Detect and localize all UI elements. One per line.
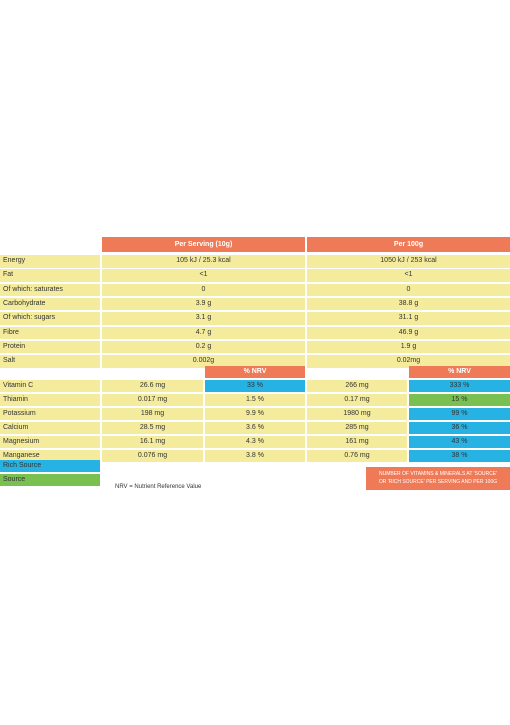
cell: 26.6 mg [102,380,203,392]
cell: 1.9 g [307,340,510,354]
cell: 15 % [409,394,510,406]
cell: 4.3 % [205,436,305,448]
row-label: Of which: saturates [0,283,100,297]
cell: 0.076 mg [102,450,203,462]
cell: 0.017 mg [102,394,203,406]
row-label: Protein [0,340,100,354]
row-label: Potassium [0,408,100,420]
cell: 46.9 g [307,326,510,339]
cell: 333 % [409,380,510,392]
row-label: Salt [0,355,100,368]
cell: <1 [102,269,305,282]
cell: 9.9 % [205,408,305,420]
row-label: Of which: sugars [0,312,100,325]
row-label: Fibre [0,326,100,339]
header-cell: Per Serving (10g) [102,237,305,252]
cell: 0.02mg [307,355,510,368]
cell: 1050 kJ / 253 kcal [307,255,510,268]
callout-line: NUMBER OF VITAMINS & MINERALS AT 'SOURCE… [378,471,498,477]
cell: 0.76 mg [307,450,407,462]
cell: 3.9 g [102,297,305,311]
cell: 3.6 % [205,422,305,434]
cell: 0.002g [102,355,305,368]
cell: 38.8 g [307,297,510,311]
cell: 198 mg [102,408,203,420]
row-label: Fat [0,269,100,282]
cell: 43 % [409,436,510,448]
cell: 1980 mg [307,408,407,420]
cell: 38 % [409,450,510,462]
callout-line: OR 'RICH SOURCE' PER SERVING AND PER 100… [378,479,498,485]
row-label: Calcium [0,422,100,434]
cell: 3.1 g [102,312,305,325]
cell: <1 [307,269,510,282]
cell: 16.1 mg [102,436,203,448]
cell: 33 % [205,380,305,392]
cell: 0 [102,283,305,297]
row-label: Carbohydrate [0,297,100,311]
cell: 3.8 % [205,450,305,462]
cell: 28.5 mg [102,422,203,434]
row-label: Thiamin [0,394,100,406]
row-label: Energy [0,255,100,268]
legend-rich: Rich Source [0,460,100,472]
cell: 4.7 g [102,326,305,339]
cell: 285 mg [307,422,407,434]
legend-source: Source [0,474,100,486]
cell: 1.5 % [205,394,305,406]
row-label: Magnesium [0,436,100,448]
nrv-header: % NRV [409,366,510,378]
note: NRV = Nutrient Reference Value [115,484,202,490]
callout [366,467,510,490]
nrv-header: % NRV [205,366,305,378]
cell: 36 % [409,422,510,434]
cell: 0 [307,283,510,297]
cell: 99 % [409,408,510,420]
cell: 31.1 g [307,312,510,325]
cell: 0.17 mg [307,394,407,406]
cell: 161 mg [307,436,407,448]
cell: 266 mg [307,380,407,392]
cell: 0.2 g [102,340,305,354]
row-label: Manganese [0,450,100,462]
row-label: Vitamin C [0,380,100,392]
cell: 105 kJ / 25.3 kcal [102,255,305,268]
header-cell: Per 100g [307,237,510,252]
